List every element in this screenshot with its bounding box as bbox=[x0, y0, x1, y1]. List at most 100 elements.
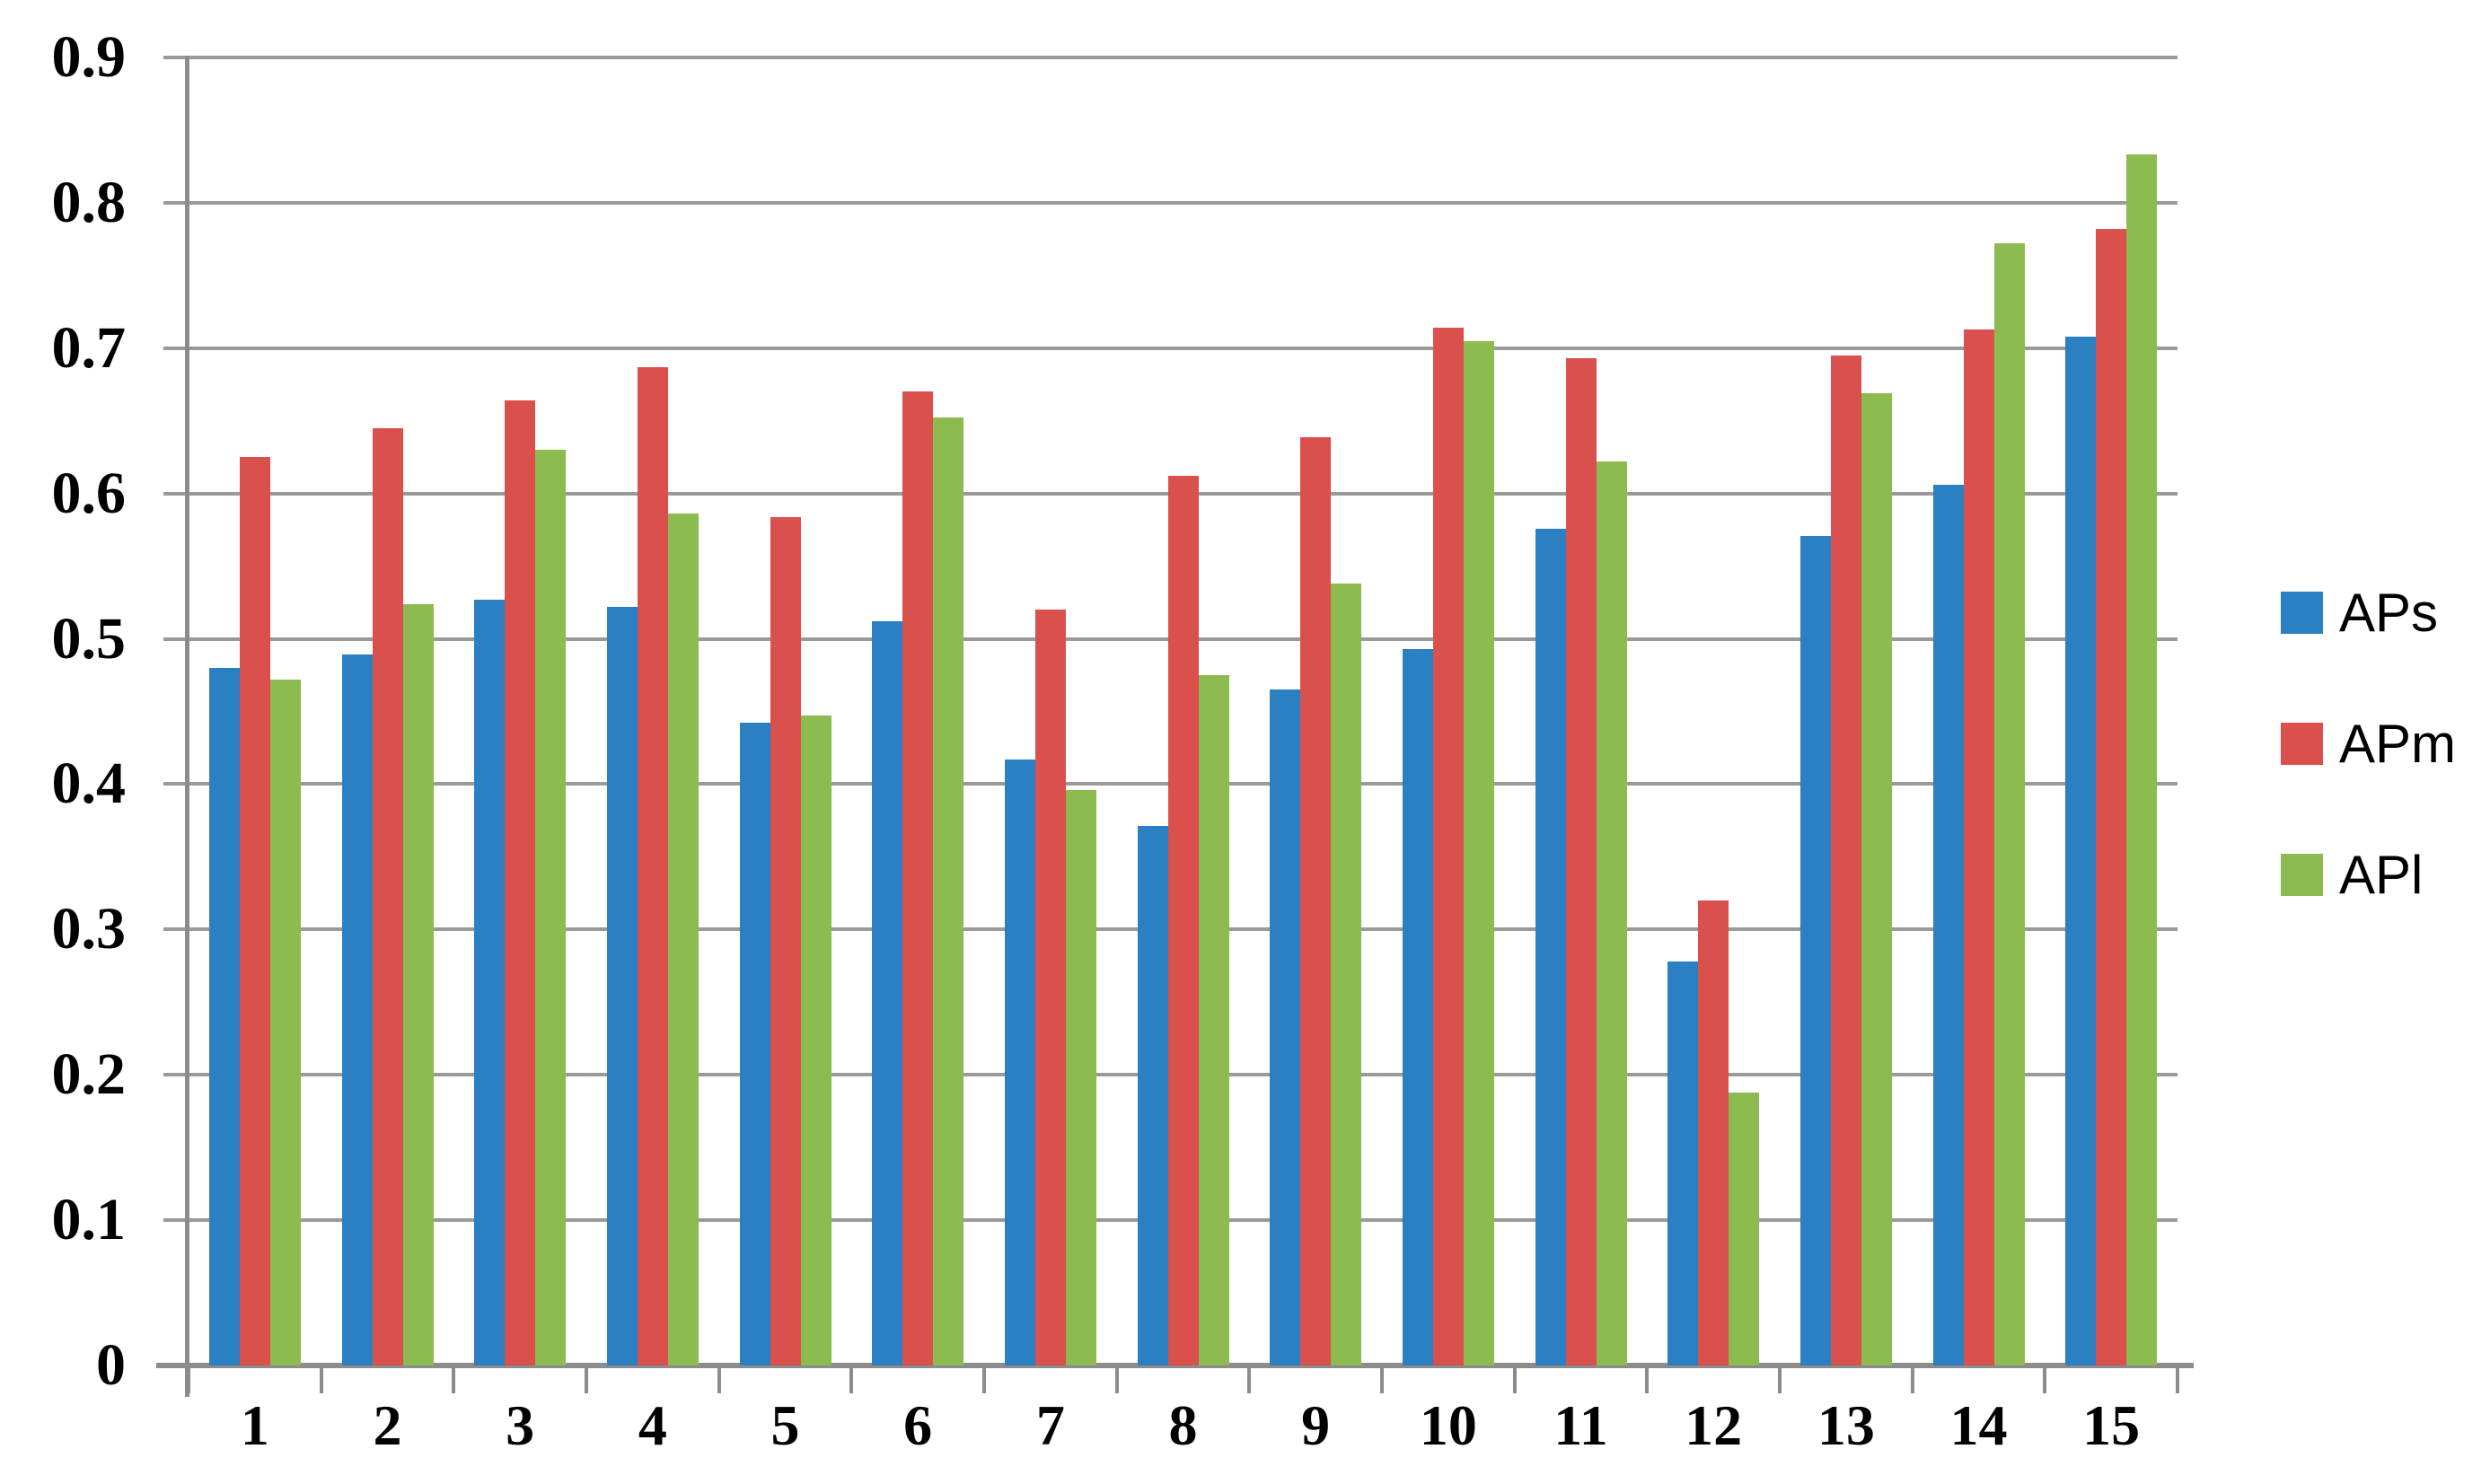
bar-APs-cat9 bbox=[1270, 689, 1301, 1365]
y-tick-label: 0.5 bbox=[51, 605, 127, 672]
x-tick-label: 5 bbox=[770, 1393, 800, 1457]
x-tick-label: 4 bbox=[638, 1393, 667, 1457]
legend-swatch-APm bbox=[2281, 722, 2323, 765]
gridline bbox=[163, 56, 2178, 59]
y-tick-label: 0 bbox=[96, 1332, 126, 1398]
bar-APm-cat4 bbox=[637, 366, 668, 1365]
bar-APs-cat2 bbox=[341, 654, 373, 1365]
bar-APl-cat11 bbox=[1596, 461, 1627, 1365]
x-axis-tick bbox=[1114, 1368, 1119, 1393]
y-tick-label: 0.7 bbox=[51, 314, 127, 381]
bar-APs-cat1 bbox=[208, 667, 240, 1365]
bar-APs-cat7 bbox=[1004, 759, 1035, 1365]
x-axis-tick bbox=[1910, 1368, 1914, 1393]
y-tick-label: 0.8 bbox=[51, 169, 127, 235]
bar-APs-cat13 bbox=[1799, 535, 1831, 1365]
gridline bbox=[163, 346, 2178, 350]
bar-APm-cat2 bbox=[372, 427, 403, 1365]
x-tick-label: 8 bbox=[1168, 1393, 1198, 1457]
x-axis-tick bbox=[1380, 1368, 1384, 1393]
bar-APl-cat1 bbox=[269, 679, 301, 1365]
x-axis-tick bbox=[1645, 1368, 1650, 1393]
bar-APl-cat13 bbox=[1861, 392, 1892, 1365]
x-axis-tick bbox=[187, 1368, 190, 1393]
bar-APl-cat12 bbox=[1729, 1092, 1760, 1365]
bar-APl-cat2 bbox=[402, 603, 434, 1365]
y-tick-label: 0.4 bbox=[51, 751, 127, 817]
gridline bbox=[163, 200, 2178, 205]
x-axis-tick bbox=[1778, 1368, 1782, 1393]
bar-APm-cat12 bbox=[1698, 900, 1729, 1365]
x-axis-tick bbox=[1247, 1368, 1252, 1393]
bar-APm-cat7 bbox=[1034, 610, 1066, 1365]
y-tick-label: 0.2 bbox=[51, 1041, 127, 1108]
bar-APs-cat4 bbox=[606, 606, 638, 1365]
legend-item-APs: APs bbox=[2281, 582, 2439, 643]
x-axis-tick bbox=[2176, 1368, 2179, 1393]
bar-APl-cat5 bbox=[800, 716, 831, 1365]
x-tick-label: 12 bbox=[1685, 1393, 1743, 1457]
x-axis-tick bbox=[1512, 1368, 1517, 1393]
y-tick-label: 0.1 bbox=[51, 1187, 127, 1253]
x-tick-label: 13 bbox=[1817, 1393, 1875, 1457]
bar-APm-cat6 bbox=[902, 391, 934, 1365]
y-tick-label: 0.6 bbox=[51, 460, 127, 526]
bar-APs-cat8 bbox=[1137, 826, 1168, 1365]
bar-APl-cat9 bbox=[1331, 584, 1362, 1365]
bar-APs-cat12 bbox=[1667, 961, 1699, 1365]
bar-APm-cat9 bbox=[1300, 436, 1332, 1365]
x-tick-label: 3 bbox=[506, 1393, 535, 1457]
bar-APs-cat14 bbox=[1932, 484, 1964, 1365]
x-tick-label: 14 bbox=[1949, 1393, 2008, 1457]
bar-APm-cat3 bbox=[505, 400, 536, 1365]
bar-APs-cat3 bbox=[474, 599, 506, 1365]
legend-item-APl: APl bbox=[2281, 844, 2424, 905]
legend-swatch-APl bbox=[2281, 853, 2323, 896]
x-tick-label: 1 bbox=[240, 1393, 269, 1457]
bar-APl-cat4 bbox=[667, 514, 699, 1365]
bar-APm-cat13 bbox=[1830, 355, 1861, 1365]
legend-label-APs: APs bbox=[2339, 582, 2439, 643]
bar-APl-cat3 bbox=[535, 450, 567, 1365]
x-tick-label: 15 bbox=[2082, 1393, 2141, 1457]
x-tick-label: 11 bbox=[1553, 1393, 1608, 1457]
x-tick-label: 7 bbox=[1035, 1393, 1065, 1457]
bar-APm-cat1 bbox=[239, 457, 270, 1365]
bar-APm-cat11 bbox=[1565, 358, 1597, 1365]
x-axis-tick bbox=[319, 1368, 323, 1393]
bar-APs-cat6 bbox=[872, 621, 903, 1365]
bar-APm-cat15 bbox=[2096, 229, 2127, 1365]
bar-APm-cat8 bbox=[1167, 476, 1199, 1365]
legend-label-APm: APm bbox=[2339, 713, 2457, 774]
bar-APs-cat5 bbox=[739, 723, 770, 1365]
y-axis-line bbox=[185, 56, 189, 1397]
x-axis-tick bbox=[452, 1368, 456, 1393]
legend-swatch-APs bbox=[2281, 591, 2323, 634]
x-tick-label: 9 bbox=[1301, 1393, 1331, 1457]
x-tick-label: 10 bbox=[1419, 1393, 1477, 1457]
bar-APl-cat6 bbox=[933, 417, 964, 1365]
x-axis-tick bbox=[2043, 1368, 2047, 1393]
x-tick-label: 6 bbox=[903, 1393, 933, 1457]
bar-APm-cat14 bbox=[1963, 329, 1994, 1365]
bar-APs-cat11 bbox=[1535, 528, 1566, 1365]
x-axis-tick bbox=[849, 1368, 854, 1393]
bar-APs-cat10 bbox=[1402, 648, 1433, 1365]
bar-APl-cat7 bbox=[1065, 789, 1096, 1365]
bar-APl-cat15 bbox=[2126, 154, 2158, 1365]
x-axis-tick bbox=[585, 1368, 588, 1393]
legend-item-APm: APm bbox=[2281, 713, 2457, 774]
x-axis-tick bbox=[717, 1368, 721, 1393]
bar-APl-cat10 bbox=[1463, 340, 1494, 1365]
x-axis-tick bbox=[982, 1368, 986, 1393]
bar-APm-cat10 bbox=[1432, 328, 1464, 1365]
bar-APl-cat8 bbox=[1198, 675, 1229, 1365]
y-tick-label: 0.9 bbox=[51, 24, 127, 90]
x-tick-label: 2 bbox=[373, 1393, 402, 1457]
x-axis-line bbox=[156, 1363, 2194, 1368]
bar-APm-cat5 bbox=[770, 516, 801, 1365]
bar-APl-cat14 bbox=[1993, 243, 2025, 1365]
legend-label-APl: APl bbox=[2339, 844, 2424, 905]
